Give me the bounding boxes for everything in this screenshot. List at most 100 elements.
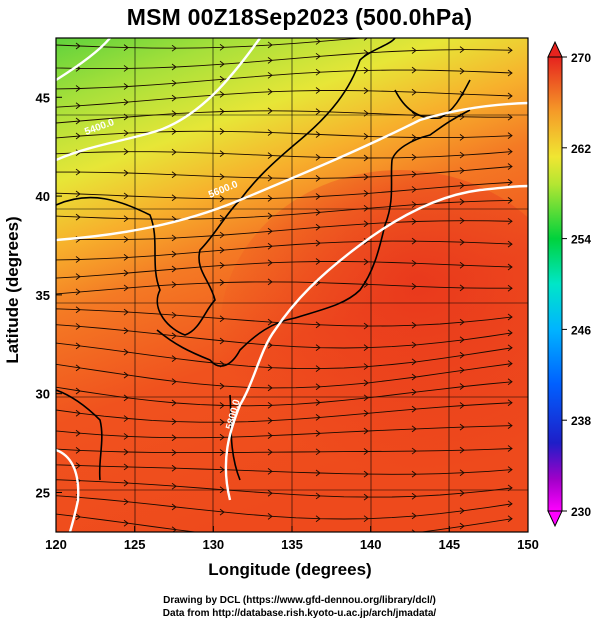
streamline-arrow (507, 466, 513, 473)
streamline-arrow (459, 198, 465, 206)
streamline-arrow (123, 254, 129, 261)
streamline-arrow (315, 131, 321, 138)
streamline-arrow (459, 284, 465, 292)
streamline-arrow (315, 87, 321, 94)
credit-data: Data from http://database.rish.kyoto-u.a… (162, 608, 437, 619)
streamline-arrow (123, 169, 129, 177)
streamline-arrow (75, 342, 81, 350)
streamline-arrow (123, 192, 129, 200)
streamline-arrow (507, 178, 513, 186)
streamline-arrow (411, 66, 417, 74)
streamline-arrow (315, 193, 321, 200)
credits: Drawing by DCL (https://www.gfd-dennou.o… (0, 594, 599, 620)
streamline-arrow (507, 163, 513, 170)
streamline-arrow (123, 83, 129, 90)
streamline-arrow (219, 466, 225, 474)
streamline-arrow (267, 448, 273, 456)
streamline-arrow (411, 470, 417, 478)
streamline-arrow (219, 75, 225, 83)
streamline-arrow (411, 388, 417, 396)
streamline-arrow (123, 65, 129, 72)
streamline-arrow (411, 201, 417, 208)
streamline-arrow (315, 383, 321, 391)
streamline-arrow (267, 88, 273, 96)
streamline-arrow (507, 484, 513, 492)
streamline-arrow (219, 43, 225, 51)
streamline-arrow (219, 231, 225, 239)
streamline-arrow (315, 258, 321, 265)
streamline-arrow (75, 273, 81, 281)
streamline-arrow (75, 42, 81, 50)
streamline-arrow (219, 246, 225, 254)
streamline-arrow (267, 489, 273, 497)
streamline-arrow (315, 492, 321, 500)
streamline-arrow (411, 153, 417, 161)
streamline-arrow (171, 311, 177, 319)
streamline-arrow (171, 378, 177, 385)
streamline-arrow (75, 409, 81, 417)
streamline-arrow (75, 213, 81, 221)
streamline-arrow (363, 258, 369, 266)
streamline-arrow (267, 384, 273, 392)
streamline-arrow (267, 152, 273, 160)
streamline-arrow (459, 522, 465, 530)
streamline-arrow (219, 508, 225, 516)
streamline-arrow (507, 148, 513, 156)
streamline-arrow (75, 149, 81, 157)
streamline-arrow (411, 218, 417, 225)
streamline-arrow (459, 351, 465, 359)
contour-5600 (56, 38, 261, 162)
streamline-arrow (315, 515, 321, 523)
x-tick-label: 130 (202, 537, 224, 552)
streamline-arrow (315, 174, 321, 182)
streamline-arrow (459, 383, 465, 390)
streamline-arrow (123, 371, 129, 379)
streamline-arrow (75, 513, 81, 521)
streamline-arrow (507, 378, 513, 386)
streamline-arrow (411, 529, 416, 532)
x-tick-label: 135 (281, 537, 303, 552)
streamline-arrow (267, 259, 273, 267)
streamline-arrow (171, 250, 177, 258)
streamline-arrow (315, 344, 321, 352)
streamline-arrow (412, 31, 416, 37)
x-tick-label: 145 (438, 537, 460, 552)
streamline-arrow (459, 238, 465, 246)
y-tick-label: 25 (36, 485, 50, 500)
streamline-arrow (171, 171, 177, 179)
streamline-arrow (315, 239, 321, 247)
streamline-arrow (267, 364, 273, 372)
x-tick-label: 140 (360, 537, 382, 552)
x-tick-label: 120 (45, 537, 67, 552)
streamline-arrow (75, 364, 81, 372)
streamline-arrow (315, 153, 321, 161)
streamline-arrow (123, 148, 129, 156)
streamline-arrow (267, 401, 273, 409)
streamline-arrow (459, 318, 465, 326)
streamline-arrow (75, 288, 81, 296)
streamline-arrow (171, 128, 177, 135)
streamline-arrow (411, 447, 417, 455)
streamline-arrow (411, 373, 417, 381)
streamline-arrow (75, 190, 81, 198)
streamline-arrow (507, 515, 513, 523)
streamline-arrow (459, 67, 465, 75)
streamline-arrow (459, 46, 465, 54)
streamline-arrow (363, 238, 369, 245)
streamline-arrow (363, 409, 369, 417)
coastlines (56, 38, 471, 481)
streamline-arrow (123, 44, 129, 51)
streamline-arrow (123, 236, 129, 243)
streamline-arrow (363, 87, 369, 95)
streamline-arrow (267, 318, 273, 326)
streamline-arrow (219, 402, 225, 409)
streamline-arrow (459, 217, 465, 225)
streamline-arrow (267, 432, 273, 439)
streamline-arrow (315, 365, 321, 372)
streamline-arrow (123, 394, 129, 402)
streamline-arrow (315, 469, 321, 477)
streamline-arrow (315, 399, 321, 406)
streamline-arrow (363, 109, 369, 117)
streamline-arrow (123, 269, 129, 277)
streamline-arrow (219, 108, 225, 115)
